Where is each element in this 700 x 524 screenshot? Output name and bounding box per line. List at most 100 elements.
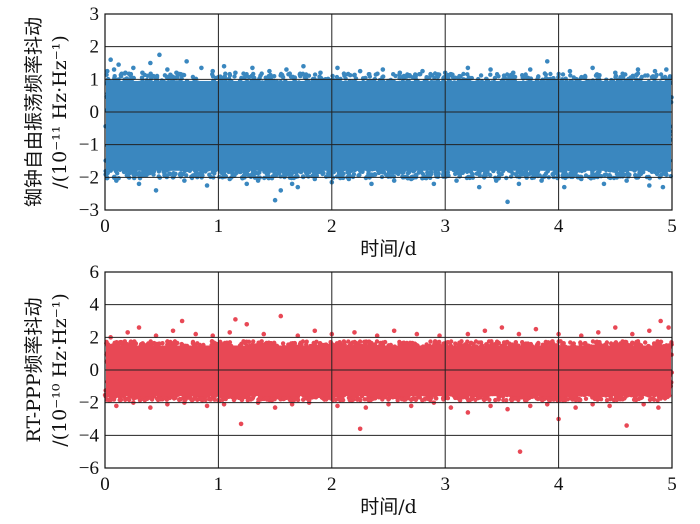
scatter-dot <box>473 339 479 344</box>
scatter-dot <box>493 397 498 403</box>
scatter-dot <box>484 342 489 347</box>
scatter-dot <box>568 73 573 78</box>
scatter-dot <box>381 340 386 346</box>
scatter-dot <box>409 397 414 402</box>
scatter-dot <box>227 73 233 78</box>
y-tick-label: 3 <box>90 4 100 25</box>
scatter-point <box>357 68 363 74</box>
scatter-dot <box>440 172 446 177</box>
scatter-dot <box>386 397 391 402</box>
scatter-point <box>539 178 544 183</box>
scatter-dot <box>386 174 391 179</box>
scatter-dot <box>173 171 178 176</box>
scatter-dot <box>141 172 146 178</box>
scatter-band <box>103 71 674 181</box>
scatter-point <box>527 67 533 72</box>
scatter-dot <box>568 340 573 345</box>
scatter-point <box>567 68 573 74</box>
scatter-dot <box>172 76 178 81</box>
scatter-dot <box>465 72 470 77</box>
scatter-dot <box>504 398 509 403</box>
scatter-point <box>635 67 641 72</box>
scatter-dot <box>435 340 440 345</box>
scatter-point <box>157 52 162 58</box>
scatter-dot <box>320 171 325 177</box>
scatter-point <box>153 188 159 193</box>
scatter-dot <box>118 74 124 79</box>
scatter-dot <box>131 172 136 178</box>
scatter-dot <box>551 395 556 400</box>
scatter-dot <box>267 75 272 80</box>
scatter-dot <box>647 176 652 181</box>
scatter-dot <box>259 71 264 76</box>
scatter-dot <box>536 74 541 79</box>
scatter-dot <box>636 173 642 178</box>
scatter-point <box>284 67 289 72</box>
scatter-dot <box>613 341 618 346</box>
scatter-dot <box>242 170 247 175</box>
scatter-dot <box>487 172 493 178</box>
y-tick-label: 2 <box>90 37 100 58</box>
scatter-point <box>454 178 459 183</box>
scatter-dot <box>340 171 345 177</box>
scatter-dot <box>478 340 484 345</box>
scatter-dot <box>152 340 157 346</box>
scatter-dot <box>466 397 471 402</box>
scatter-dot <box>233 171 239 176</box>
scatter-dot <box>178 72 184 78</box>
scatter-band-core <box>106 80 671 171</box>
scatter-dot <box>192 172 197 178</box>
scatter-dot <box>507 75 512 80</box>
scatter-dot <box>628 75 633 80</box>
scatter-point <box>204 183 210 188</box>
scatter-dot <box>651 397 657 402</box>
scatter-dot <box>341 71 347 76</box>
scatter-dot <box>634 340 639 345</box>
scatter-dot <box>483 173 488 178</box>
scatter-point <box>199 65 204 71</box>
plot-frame <box>104 13 673 211</box>
scatter-dot <box>125 173 130 178</box>
scatter-dot <box>334 74 340 80</box>
scatter-dot <box>571 75 576 80</box>
scatter-dot <box>199 396 204 401</box>
scatter-dot <box>578 76 583 81</box>
scatter-point <box>255 178 261 183</box>
scatter-dot <box>128 71 134 77</box>
scatter-dot <box>168 72 173 77</box>
scatter-dot <box>634 72 639 78</box>
scatter-dot <box>195 341 200 346</box>
scatter-dot <box>560 172 566 178</box>
y-axis-label-line1: 铷钟自由振荡频率抖动 <box>23 17 45 207</box>
scatter-point <box>184 59 189 64</box>
scatter-dot <box>295 174 300 179</box>
scatter-point <box>140 70 145 76</box>
scatter-point <box>244 181 250 187</box>
scatter-dot <box>124 76 129 81</box>
scatter-point <box>301 63 306 69</box>
scatter-dot <box>457 340 462 345</box>
scatter-dot <box>568 171 573 176</box>
scatter-point <box>647 183 652 188</box>
scatter-point <box>590 65 595 71</box>
scatter-dot <box>352 339 357 345</box>
scatter-dot <box>290 74 295 80</box>
scatter-point <box>104 68 110 74</box>
scatter-dot <box>578 341 583 347</box>
scatter-dot <box>306 73 312 78</box>
scatter-dot <box>286 72 291 77</box>
scatter-dot <box>232 74 237 79</box>
scatter-dot <box>425 170 430 175</box>
x-tick-label: 3 <box>440 216 450 237</box>
scatter-dot <box>613 75 618 80</box>
scatter-dot <box>461 71 466 77</box>
scatter-dot <box>397 339 402 345</box>
scatter-dot <box>178 174 183 179</box>
scatter-dot <box>341 339 347 344</box>
scatter-dot <box>414 173 419 178</box>
scatter-point <box>123 70 128 76</box>
y-tick-label: 0 <box>90 102 100 123</box>
scatter-dot <box>620 174 625 179</box>
scatter-dot <box>662 74 668 80</box>
